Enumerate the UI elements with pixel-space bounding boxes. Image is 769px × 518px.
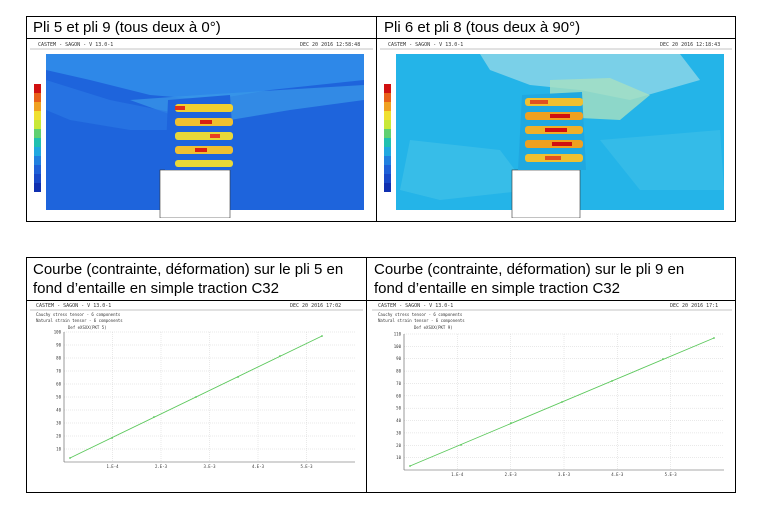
- stress-strain-chart-pli5: CASTEM - SAGON - V 13.0-1 DEC 20 2016 17…: [30, 302, 363, 488]
- stress-strain-chart-pli9: CASTEM - SAGON - V 13.0-1 DEC 20 2016 17…: [372, 302, 732, 488]
- app-header-text: CASTEM - SAGON - V 13.0-1: [378, 303, 453, 309]
- table-border-center: [366, 257, 367, 493]
- y-tick-label: 20: [56, 434, 61, 439]
- legend-stress: Cauchy stress tensor - 6 components: [378, 312, 463, 317]
- stress-map-pli6-pli8: CASTEM - SAGON - V 13.0-1 DEC 20 2016 12…: [380, 40, 732, 218]
- table-border-left: [26, 16, 27, 222]
- cell-title-pli5-line2: fond d’entaille en simple traction C32: [33, 280, 279, 297]
- app-header-text: CASTEM - SAGON - V 13.0-1: [38, 42, 113, 48]
- y-tick-label: 10: [56, 447, 61, 452]
- y-tick-label: 100: [394, 344, 402, 349]
- table-border-right: [735, 16, 736, 222]
- x-tick-label: 2.E-3: [155, 464, 168, 469]
- x-tick-label: 3.E-3: [558, 472, 571, 477]
- cell-title-pli5-pli9: Pli 5 et pli 9 (tous deux à 0°): [33, 19, 221, 36]
- y-tick-label: 80: [56, 356, 61, 361]
- y-tick-label: 50: [56, 395, 61, 400]
- x-tick-label: 3.E-3: [203, 464, 216, 469]
- x-tick-label: 4.E-3: [252, 464, 265, 469]
- cell-title-pli9-line1: Courbe (contrainte, déformation) sur le …: [374, 261, 685, 278]
- y-tick-label: 10: [396, 455, 401, 460]
- y-tick-label: 90: [396, 356, 401, 361]
- x-tick-label: 5.E-3: [300, 464, 313, 469]
- y-tick-label: 20: [396, 443, 401, 448]
- y-tick-label: 70: [56, 369, 61, 374]
- y-tick-label: 80: [396, 369, 401, 374]
- y-tick-label: 30: [396, 430, 401, 435]
- color-scale-legend: [384, 84, 391, 192]
- specimen-cylinder: [159, 95, 235, 218]
- x-tick-label: 4.E-3: [611, 472, 624, 477]
- y-tick-label: 60: [396, 393, 401, 398]
- table-border-mid: [26, 38, 736, 39]
- table-border-right: [735, 257, 736, 493]
- specimen-cylinder: [511, 92, 586, 218]
- x-tick-label: 5.E-3: [665, 472, 678, 477]
- x-tick-label: 1.E-4: [106, 464, 119, 469]
- y-tick-label: 50: [396, 406, 401, 411]
- legend-strain: Natural strain tensor - 6 components: [378, 318, 465, 323]
- curve-label: Def eXSXX(PKT 9): [414, 325, 453, 330]
- app-header-text: CASTEM - SAGON - V 13.0-1: [36, 303, 111, 309]
- color-scale-legend: [34, 84, 41, 192]
- cell-title-pli5-line1: Courbe (contrainte, déformation) sur le …: [33, 261, 344, 278]
- legend-stress: Cauchy stress tensor - 6 components: [36, 312, 121, 317]
- y-tick-label: 100: [54, 330, 62, 335]
- table-border-mid: [26, 300, 736, 301]
- x-tick-label: 2.E-3: [505, 472, 518, 477]
- y-tick-label: 40: [56, 408, 61, 413]
- y-tick-label: 60: [56, 382, 61, 387]
- y-tick-label: 110: [394, 332, 402, 337]
- x-tick-label: 1.E-4: [451, 472, 464, 477]
- curve-label: Def eXSXX(PKT 5): [68, 325, 107, 330]
- cell-title-pli6-pli8: Pli 6 et pli 8 (tous deux à 90°): [384, 19, 581, 36]
- table-border-center: [376, 16, 377, 222]
- table-border-bottom: [26, 492, 736, 493]
- cell-title-pli9-line2: fond d’entaille en simple traction C32: [374, 280, 620, 297]
- table-border-top: [26, 16, 736, 17]
- date-text: DEC 20 2016 17:02: [290, 303, 341, 309]
- table-border-bottom: [26, 221, 736, 222]
- stress-map-pli5-pli9: CASTEM - SAGON - V 13.0-1 DEC 20 2016 12…: [30, 40, 373, 218]
- y-tick-label: 30: [56, 421, 61, 426]
- y-tick-label: 90: [56, 343, 61, 348]
- table-border-top: [26, 257, 736, 258]
- date-text: DEC 20 2016 12:58:48: [300, 42, 360, 48]
- y-tick-label: 70: [396, 381, 401, 386]
- date-text: DEC 20 2016 17:1: [670, 303, 718, 309]
- table-border-left: [26, 257, 27, 493]
- date-text: DEC 20 2016 12:18:43: [660, 42, 720, 48]
- y-tick-label: 40: [396, 418, 401, 423]
- app-header-text: CASTEM - SAGON - V 13.0-1: [388, 42, 463, 48]
- legend-strain: Natural strain tensor - 6 components: [36, 318, 123, 323]
